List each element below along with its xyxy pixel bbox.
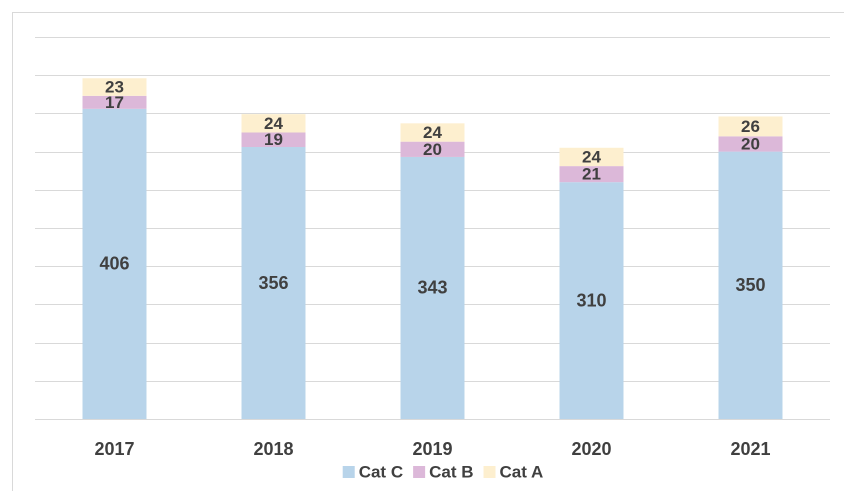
legend-label: Cat C (359, 462, 403, 481)
x-tick-label: 2017 (94, 439, 134, 459)
x-tick-label: 2019 (412, 439, 452, 459)
legend-swatch (483, 466, 496, 478)
bar-segment (718, 136, 783, 152)
chart-frame (12, 12, 844, 491)
data-label: 24 (264, 114, 283, 133)
data-label: 17 (105, 93, 124, 112)
data-label: 350 (735, 275, 765, 295)
legend-swatch (342, 466, 355, 478)
bar-segment (400, 123, 465, 142)
data-label: 19 (264, 130, 283, 149)
bar-segment (559, 182, 624, 419)
bar-segment (718, 151, 783, 419)
bar-segment (82, 78, 147, 96)
data-label: 356 (258, 273, 288, 293)
x-tick-label: 2018 (253, 439, 293, 459)
data-label: 406 (99, 254, 129, 274)
legend-label: Cat B (429, 462, 473, 481)
bar-segment (559, 166, 624, 183)
bar-segment (400, 156, 465, 419)
bar-segment (241, 132, 306, 148)
bar-segment (241, 114, 306, 133)
x-tick-label: 2020 (571, 439, 611, 459)
data-label: 24 (582, 147, 601, 166)
data-label: 23 (105, 78, 124, 97)
data-label: 343 (417, 278, 447, 298)
data-label: 20 (423, 140, 442, 159)
x-tick-label: 2021 (730, 439, 770, 459)
data-label: 21 (582, 165, 601, 184)
data-label: 26 (741, 117, 760, 136)
bar-segment (559, 147, 624, 167)
bar-segment (400, 141, 465, 157)
legend-label: Cat A (500, 462, 544, 481)
data-label: 310 (576, 290, 606, 310)
data-label: 20 (741, 134, 760, 153)
bar-segment (241, 147, 306, 420)
bar-segment (82, 108, 147, 419)
data-label: 24 (423, 123, 442, 142)
bar-segment (718, 116, 783, 137)
legend-swatch (413, 466, 426, 478)
bar-segment (82, 95, 147, 109)
